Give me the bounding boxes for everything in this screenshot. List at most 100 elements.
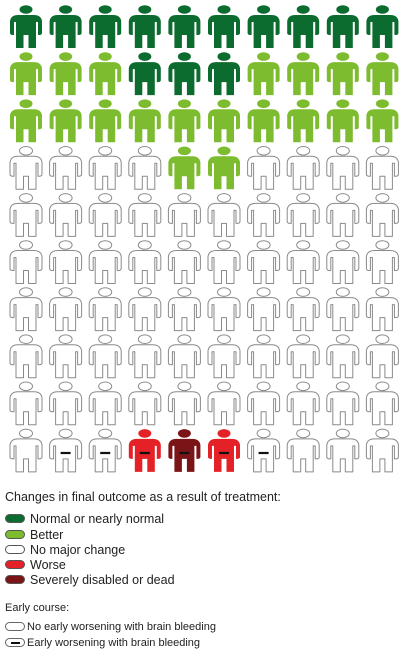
person-icon [49,240,83,284]
person-icon [128,99,161,143]
person-icon [326,381,360,426]
legend-swatch-severe [5,575,25,584]
person-icon [9,193,43,237]
early-worsening-dash [219,451,229,455]
legend-title: Changes in final outcome as a result of … [5,490,281,504]
person-icon [365,428,399,473]
person-icon [49,428,83,473]
person-icon [326,428,360,473]
person-icon [286,428,320,473]
person-icon [167,240,201,284]
person-icon [365,146,399,190]
person-icon [88,287,122,332]
person-icon [9,146,43,190]
legend-swatch-normal [5,514,25,523]
person-icon [128,146,162,190]
person-icon [366,5,399,48]
person-icon [168,146,201,190]
early-swatch-no-worsening [5,622,25,631]
person-icon [366,99,399,143]
person-icon [49,52,82,96]
person-icon [326,193,360,237]
person-icon [247,5,280,48]
person-icon [207,240,241,284]
person-icon [326,240,360,284]
person-icon [128,287,162,332]
person-icon [247,428,281,473]
person-icon [167,381,201,426]
person-icon [89,5,122,48]
person-icon [208,429,240,472]
person-icon [208,52,240,96]
person-icon [88,334,122,379]
person-icon [168,5,201,48]
person-icon [247,381,281,426]
person-icon [10,99,42,143]
person-icon [88,428,122,473]
person-icon [365,334,399,379]
early-course-title: Early course: [5,602,70,614]
person-icon [286,146,320,190]
person-icon [366,52,399,96]
person-icon [326,5,359,48]
early-worsening-dash [100,451,111,455]
early-worsening-dash [179,451,190,455]
early-worsening-dash [60,451,71,455]
person-icon [207,193,241,237]
person-icon [208,146,240,190]
person-icon [9,381,43,426]
person-icon [128,5,161,48]
person-icon [287,52,320,96]
person-icon [326,334,360,379]
person-icon [286,240,320,284]
person-icon [128,240,162,284]
legend-label-no-change: No major change [30,543,126,557]
legend-label-severe: Severely disabled or dead [30,573,175,587]
early-worsening-dash [139,451,150,455]
person-icon [207,381,241,426]
person-icon [168,52,201,96]
person-icon [365,287,399,332]
person-icon [10,5,42,48]
person-icon [287,99,320,143]
person-icon [9,240,43,284]
person-icon [128,193,162,237]
person-icon [88,381,122,426]
early-swatch-worsening [5,638,25,647]
person-icon [128,334,162,379]
person-icon [128,429,161,472]
legend-swatch-better [5,530,25,539]
person-icon [208,5,240,48]
legend-label-normal: Normal or nearly normal [30,512,165,526]
person-icon [88,240,122,284]
person-icon [49,146,83,190]
person-icon [286,334,320,379]
person-icon [49,287,83,332]
person-icon [286,381,320,426]
person-icon [326,52,359,96]
early-label-worsening: Early worsening with brain bleeding [27,637,201,649]
person-icon [10,52,42,96]
person-icon [326,146,360,190]
person-icon [9,428,43,473]
person-icon [168,99,201,143]
person-icon [365,381,399,426]
person-icon [287,5,320,48]
person-icon [247,146,281,190]
person-icon [89,99,122,143]
person-icon [365,240,399,284]
legend-swatch-worse [5,560,25,569]
person-icon [247,287,281,332]
person-icon [286,193,320,237]
legend-label-better: Better [30,528,64,542]
legend-swatch-no-change [5,545,25,554]
person-icon [207,287,241,332]
person-icon [247,52,280,96]
person-icon [167,287,201,332]
person-icon [326,99,359,143]
person-icon [168,429,201,472]
person-icon [49,193,83,237]
person-icon [128,52,161,96]
person-icon [247,240,281,284]
person-icon [9,287,43,332]
